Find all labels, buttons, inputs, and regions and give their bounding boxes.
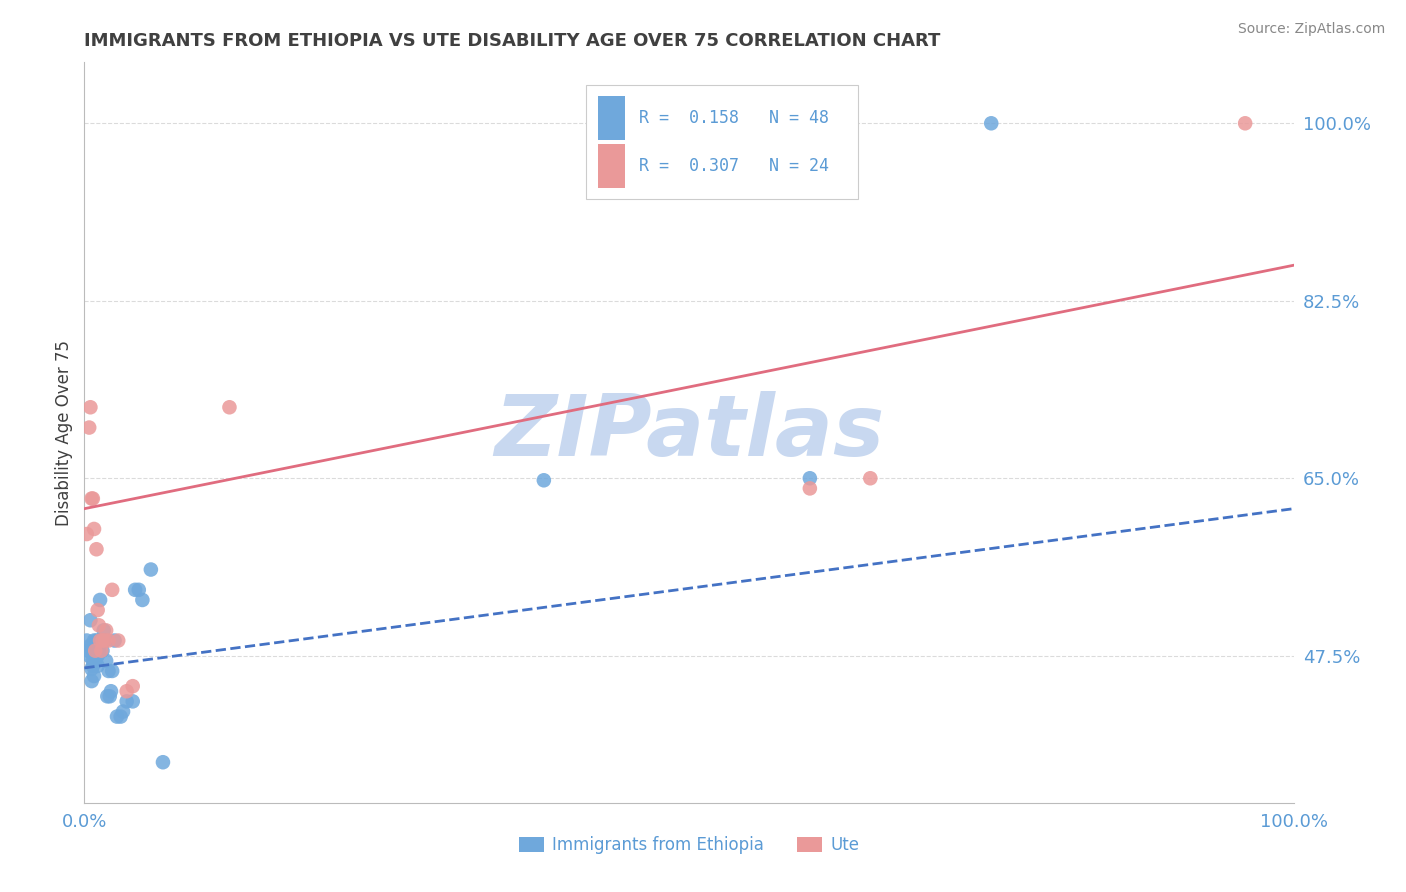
Point [94,654,117,668]
Text: R =  0.158   N = 48: R = 0.158 N = 48 [640,109,830,127]
Point [79,639,101,653]
Point [84,654,107,668]
Point [97,633,120,648]
Text: R =  0.307   N = 24: R = 0.307 N = 24 [640,157,830,175]
Point [104,633,127,648]
Point [84,643,107,657]
Point [131,593,153,607]
Point [110,709,132,723]
Point [97,664,120,678]
Point [83,522,105,536]
Point [86,633,108,648]
FancyBboxPatch shape [599,95,624,140]
Point [859,471,882,485]
Point [82,659,104,673]
Point [218,401,240,415]
Point [82,654,104,668]
Point [86,648,108,663]
Point [80,674,103,689]
Point [89,593,111,607]
Point [82,643,104,657]
Point [799,471,821,485]
Point [86,659,108,673]
Point [90,633,112,648]
Point [98,690,121,704]
Point [96,690,118,704]
Point [980,116,1002,130]
Point [152,756,174,770]
Point [86,603,108,617]
Point [94,633,117,648]
Text: Source: ZipAtlas.com: Source: ZipAtlas.com [1237,22,1385,37]
Point [91,633,114,648]
Point [77,420,100,434]
Legend: Immigrants from Ethiopia, Ute: Immigrants from Ethiopia, Ute [512,830,866,861]
Point [115,684,138,698]
Point [112,705,135,719]
Point [77,643,100,657]
Point [83,648,105,663]
Y-axis label: Disability Age Over 75: Disability Age Over 75 [55,340,73,525]
Point [80,491,103,506]
Text: ZIPatlas: ZIPatlas [494,391,884,475]
Point [76,527,98,541]
Point [91,633,114,648]
Point [83,669,105,683]
Point [799,482,821,496]
Point [86,639,108,653]
Point [91,643,114,657]
Point [93,624,115,638]
Text: IMMIGRANTS FROM ETHIOPIA VS UTE DISABILITY AGE OVER 75 CORRELATION CHART: IMMIGRANTS FROM ETHIOPIA VS UTE DISABILI… [84,32,941,50]
Point [89,633,111,648]
Point [76,633,98,648]
Point [107,633,129,648]
Point [77,648,100,663]
Point [94,633,117,648]
Point [87,633,110,648]
Point [101,664,124,678]
Point [139,562,162,576]
FancyBboxPatch shape [599,144,624,188]
Point [121,694,143,708]
Point [94,624,117,638]
Point [86,542,108,557]
Point [79,613,101,627]
Point [79,401,101,415]
FancyBboxPatch shape [586,85,858,200]
Point [115,694,138,708]
Point [87,618,110,632]
Point [87,643,110,657]
Point [82,491,104,506]
Point [121,679,143,693]
Point [84,643,107,657]
Point [1234,116,1257,130]
Point [101,582,124,597]
Point [100,684,122,698]
Point [80,662,103,676]
Point [83,633,105,648]
Point [124,582,146,597]
Point [86,648,108,663]
Point [128,582,150,597]
Point [533,473,555,487]
Point [105,709,128,723]
Point [90,643,112,657]
